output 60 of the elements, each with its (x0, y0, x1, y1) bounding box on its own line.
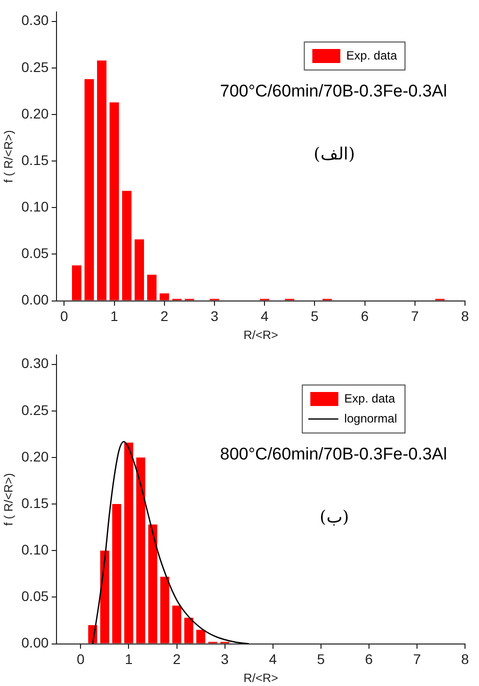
x-tick-label: 0 (60, 308, 68, 324)
x-tick-label: 2 (160, 308, 168, 324)
x-tick-label: 4 (268, 651, 277, 668)
bar (84, 79, 94, 300)
x-tick-label: 1 (110, 308, 118, 324)
y-tick-label: 0.05 (21, 245, 49, 262)
x-tick-label: 3 (220, 651, 229, 668)
x-tick-label: 0 (76, 651, 85, 668)
bar (184, 618, 194, 644)
bar (148, 524, 158, 644)
bar (147, 274, 157, 300)
bar (136, 457, 146, 644)
bar (160, 576, 170, 644)
x-tick-label: 8 (461, 308, 470, 324)
bar (160, 293, 170, 300)
x-tick-label: 8 (461, 651, 470, 668)
annotation: (ب) (320, 507, 349, 528)
legend-label: lognormal (344, 411, 398, 426)
x-tick-label: 3 (210, 308, 219, 324)
annotation: 800°C/60min/70B-0.3Fe-0.3Al (220, 444, 447, 464)
x-tick-label: 2 (172, 651, 181, 668)
y-tick-label: 0.30 (21, 12, 49, 28)
y-tick-label: 0.25 (21, 402, 49, 418)
legend-label: Exp. data (346, 48, 398, 62)
y-tick-label: 0.15 (21, 152, 49, 168)
y-tick-label: 0.25 (21, 58, 49, 75)
x-tick-label: 5 (310, 308, 319, 324)
legend-label: Exp. data (344, 391, 396, 406)
bar (134, 239, 144, 300)
bar (112, 504, 122, 644)
bar (122, 190, 132, 300)
y-tick-label: 0.10 (21, 198, 49, 214)
x-tick-label: 7 (413, 651, 422, 668)
x-tick-label: 5 (316, 651, 325, 668)
bar (172, 606, 182, 644)
x-tick-label: 7 (410, 308, 419, 324)
y-tick-label: 0.15 (21, 494, 49, 511)
x-tick-label: 4 (260, 308, 269, 324)
y-axis-title: f ( R/<R>) (2, 130, 16, 183)
annotation: 700°C/60min/70B-0.3Fe-0.3Al (220, 82, 447, 101)
bar (124, 442, 134, 644)
y-tick-label: 0.30 (21, 355, 49, 372)
y-tick-label: 0.00 (21, 292, 49, 308)
annotation: (الف) (314, 144, 355, 164)
y-axis-title: f ( R/<R>) (2, 473, 16, 526)
x-axis-title: R/<R> (243, 671, 278, 686)
y-tick-label: 0.00 (21, 634, 49, 651)
bar (97, 60, 106, 300)
x-axis-title: R/<R> (243, 328, 278, 342)
bar (196, 630, 206, 644)
bar (100, 550, 110, 644)
x-tick-label: 6 (360, 308, 369, 324)
y-tick-label: 0.20 (21, 448, 49, 464)
x-tick-label: 6 (365, 651, 374, 668)
bar (72, 265, 82, 300)
y-tick-label: 0.20 (21, 105, 49, 122)
y-tick-label: 0.10 (21, 542, 49, 558)
y-tick-label: 0.05 (21, 588, 49, 604)
bar (110, 102, 119, 300)
x-tick-label: 1 (124, 651, 133, 668)
